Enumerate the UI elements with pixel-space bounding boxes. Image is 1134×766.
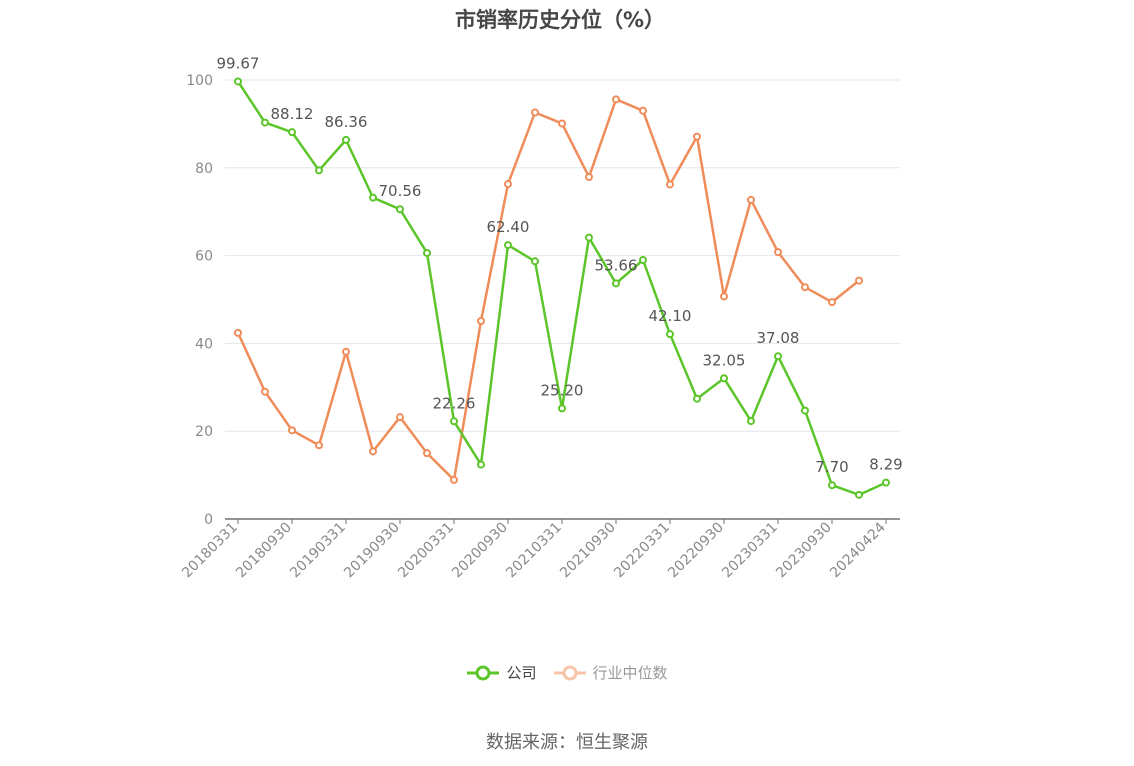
series-0-point-8 <box>450 417 458 426</box>
series-0-point-15 <box>639 255 647 264</box>
series-1-point-7 <box>423 449 431 458</box>
series-0-point-16 <box>666 330 674 339</box>
data-label-0: 99.67 <box>217 54 260 72</box>
series-0-point-4 <box>342 135 350 144</box>
axes: 0 20 40 60 80 100 2018033120180930201903312019… <box>179 73 900 581</box>
series-1-point-14 <box>612 95 620 104</box>
series-0-point-14 <box>612 279 620 288</box>
y-tick-label-80: 80 <box>195 161 213 177</box>
data-labels: 99.67 88.12 86.36 70.56 22.26 62.40 25.20 53.66… <box>217 54 903 476</box>
data-label-14: 53.66 <box>595 256 638 274</box>
series-1-point-13 <box>585 173 593 182</box>
series-0-point-5 <box>369 193 377 202</box>
legend-industry-label: 行业中位数 <box>592 664 668 682</box>
series-1-point-11 <box>531 108 539 117</box>
x-tick-label-20230930: 20230930 <box>773 520 835 582</box>
series-0-point-0 <box>234 77 242 86</box>
x-tick-label-20220930: 20220930 <box>665 520 727 582</box>
series-0-point-1 <box>261 118 269 127</box>
series-0-point-22 <box>828 481 836 490</box>
data-label-12: 25.20 <box>541 381 584 399</box>
x-tick-label-20190331: 20190331 <box>287 520 349 582</box>
x-tick-label-20200930: 20200930 <box>449 520 511 582</box>
y-tick-label-40: 40 <box>195 336 213 352</box>
x-tick-label-20240424: 20240424 <box>827 519 889 581</box>
data-label-8: 22.26 <box>433 394 476 412</box>
series-0-point-21 <box>801 406 809 415</box>
series-1-point-21 <box>801 283 809 292</box>
series-0-point-3 <box>315 166 323 175</box>
series-1-point-22 <box>828 298 836 307</box>
series-1-point-0 <box>234 328 242 337</box>
series-0-point-9 <box>477 460 485 469</box>
chart-title: 市销率历史分位（%） <box>454 8 666 32</box>
series-line-0 <box>236 80 887 497</box>
data-label-4: 86.36 <box>325 113 368 131</box>
data-label-2: 88.12 <box>271 105 314 123</box>
series-lines <box>234 77 890 499</box>
series-1-point-4 <box>342 347 350 356</box>
legend-company-icon <box>467 665 500 680</box>
series-0-point-17 <box>693 394 701 403</box>
series-1-point-3 <box>315 441 323 450</box>
series-1-point-12 <box>558 119 566 128</box>
series-0-point-19 <box>747 417 755 426</box>
series-0-point-24 <box>882 478 890 487</box>
series-1-point-10 <box>504 180 512 189</box>
y-tick-label-100: 100 <box>186 73 213 89</box>
data-label-22: 7.70 <box>815 458 848 476</box>
series-1-point-5 <box>369 447 377 456</box>
series-1-point-18 <box>720 292 728 301</box>
series-1-point-23 <box>855 276 863 285</box>
series-0-point-6 <box>396 205 404 214</box>
data-label-6: 70.56 <box>379 182 422 200</box>
series-0-point-7 <box>423 248 431 257</box>
grid-lines <box>225 79 900 432</box>
data-label-16: 42.10 <box>649 307 692 325</box>
x-tick-label-20230331: 20230331 <box>719 520 781 582</box>
series-0-point-18 <box>720 374 728 383</box>
legend-item-company[interactable]: 公司 <box>466 662 537 683</box>
series-1-point-9 <box>477 317 485 326</box>
x-tick-label-20180331: 20180331 <box>179 520 241 582</box>
series-0-point-12 <box>558 404 566 413</box>
y-tick-label-60: 60 <box>195 249 213 265</box>
x-tick-label-20200331: 20200331 <box>395 520 457 582</box>
series-1-point-17 <box>693 132 701 141</box>
series-1-point-20 <box>774 248 782 257</box>
x-tick-label-20210930: 20210930 <box>557 520 619 582</box>
x-tick-label-20210331: 20210331 <box>503 520 565 582</box>
x-tick-label-20190930: 20190930 <box>341 520 403 582</box>
series-0-point-23 <box>855 490 863 499</box>
data-label-24: 8.29 <box>869 456 902 474</box>
series-1-point-16 <box>666 180 674 189</box>
y-tick-label-0: 0 <box>204 512 213 528</box>
data-label-10: 62.40 <box>487 218 530 236</box>
series-0-point-20 <box>774 352 782 361</box>
series-1-point-19 <box>747 195 755 204</box>
series-0-point-10 <box>504 241 512 250</box>
legend-industry-icon <box>553 665 586 680</box>
legend-item-industry[interactable]: 行业中位数 <box>553 662 668 683</box>
legend: 公司 行业中位数 <box>0 662 1134 683</box>
x-tick-label-20180930: 20180930 <box>233 520 295 582</box>
series-0-point-11 <box>531 257 539 266</box>
legend-company-label: 公司 <box>506 664 537 682</box>
data-label-18: 32.05 <box>703 351 746 369</box>
series-1-point-15 <box>639 106 647 115</box>
data-label-20: 37.08 <box>757 329 800 347</box>
series-0-point-2 <box>288 128 296 137</box>
source-note: 数据来源：恒生聚源 <box>486 732 648 753</box>
series-1-point-1 <box>261 387 269 396</box>
series-1-point-2 <box>288 426 296 435</box>
series-line-1 <box>236 98 860 482</box>
series-1-point-8 <box>450 475 458 484</box>
y-tick-label-20: 20 <box>195 424 213 440</box>
series-1-point-6 <box>396 413 404 422</box>
series-0-point-13 <box>585 233 593 242</box>
x-tick-label-20220331: 20220331 <box>611 520 673 582</box>
